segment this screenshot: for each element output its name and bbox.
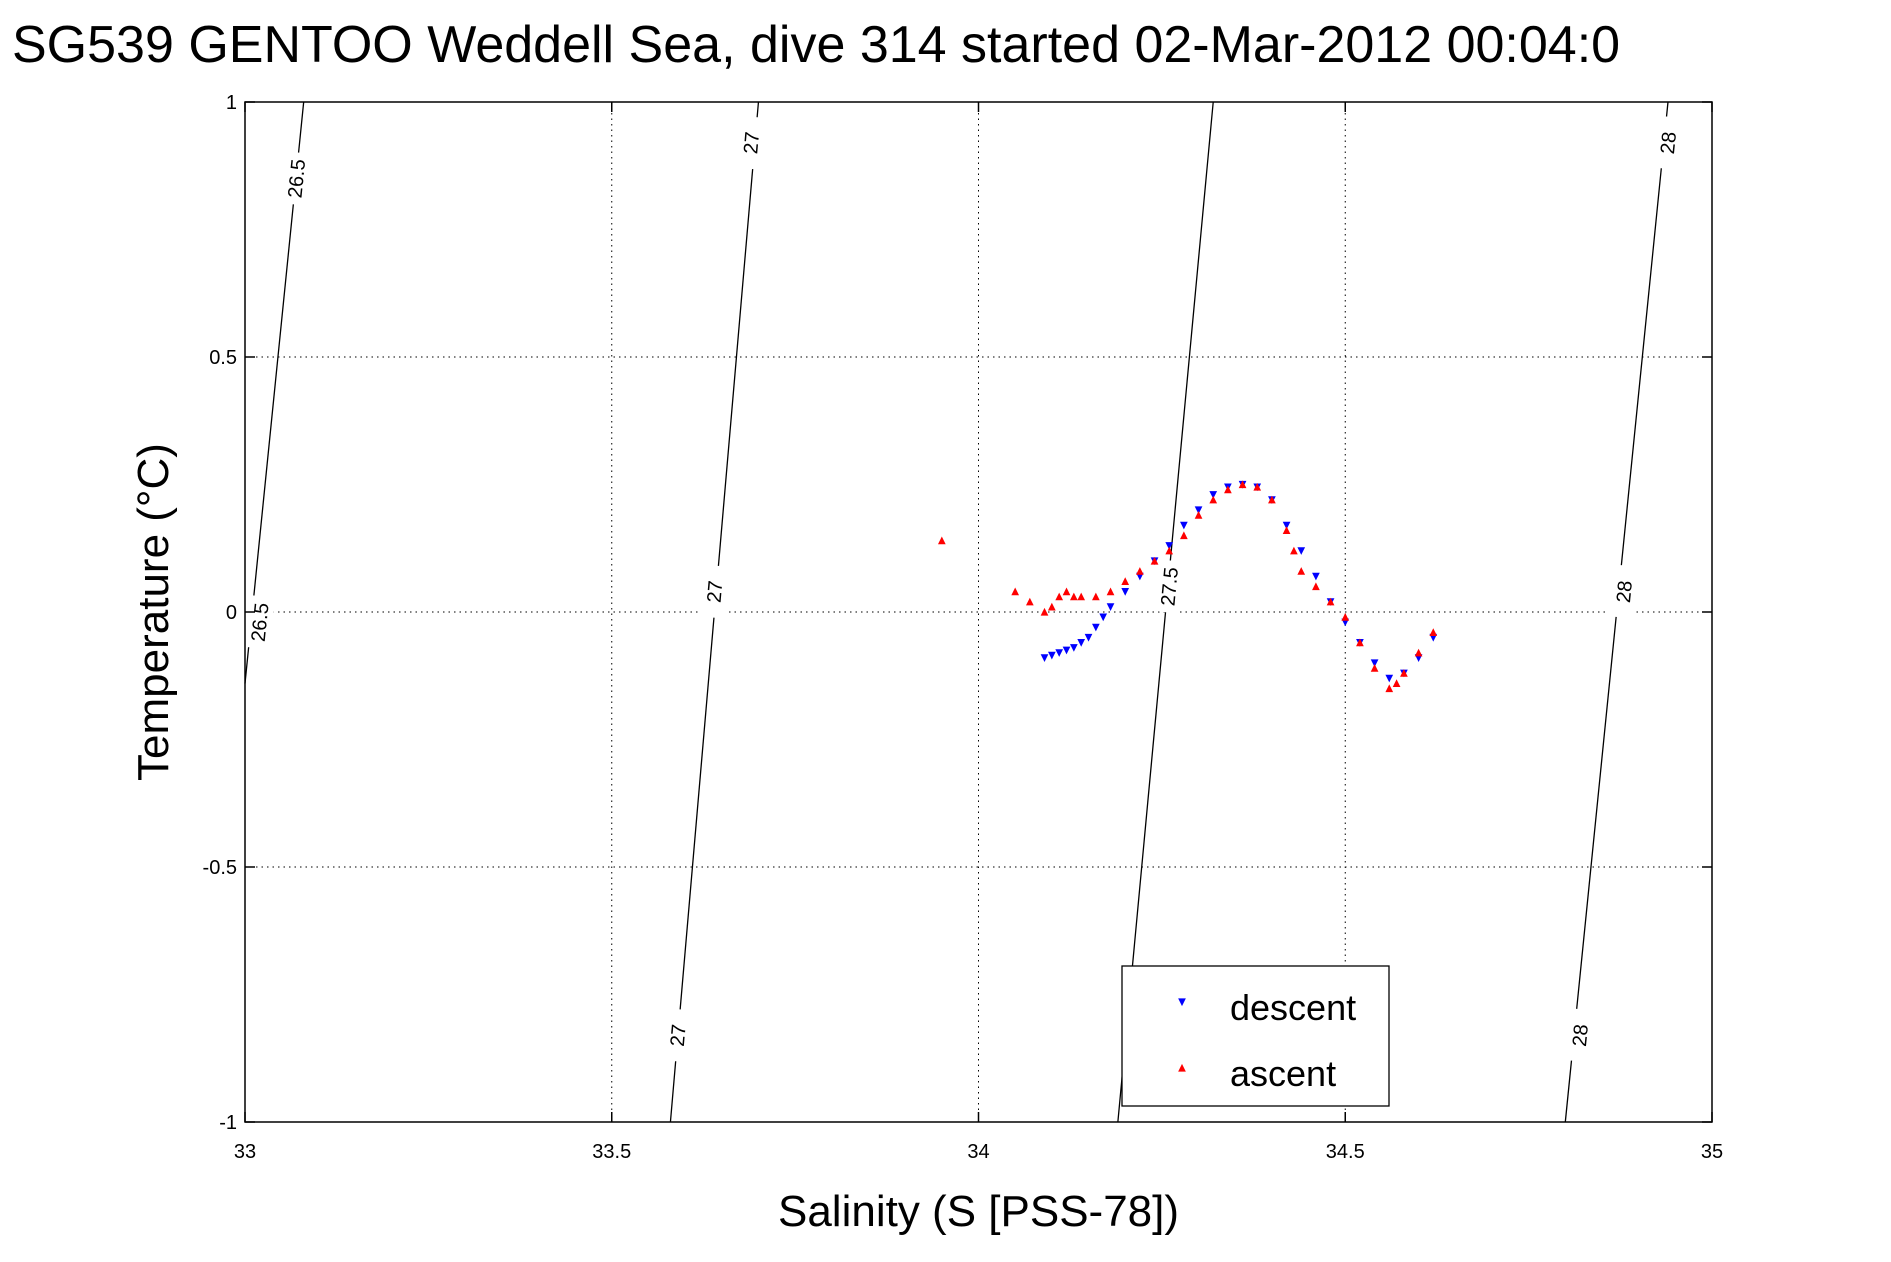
chart-title: SG539 GENTOO Weddell Sea, dive 314 start… <box>12 16 1620 74</box>
descent-point <box>1040 654 1049 662</box>
grid <box>245 102 1712 1122</box>
ascent-point <box>1385 684 1394 693</box>
density-contour-label: 28 <box>1569 1023 1593 1047</box>
descent-point <box>1092 623 1100 632</box>
ascent-point <box>1025 597 1034 606</box>
ascent-point <box>937 536 946 545</box>
ascent-point <box>1326 597 1335 606</box>
ascent-point <box>1209 495 1218 504</box>
contour-label-bg <box>1608 564 1640 619</box>
descent-point <box>1165 542 1174 550</box>
descent-point <box>1194 506 1203 515</box>
descent-point <box>1106 603 1115 611</box>
ascent-point <box>1180 531 1188 540</box>
descent-point <box>1209 491 1218 499</box>
descent-point <box>1070 644 1078 652</box>
legend-label-descent: descent <box>1230 987 1356 1028</box>
ascent-point <box>1224 485 1232 494</box>
contour-label-bg <box>1153 559 1185 614</box>
contour-label-bg <box>244 595 276 650</box>
descent-point <box>1099 613 1108 622</box>
x-tick-label: 33 <box>234 1141 256 1163</box>
x-tick-label: 34 <box>967 1141 989 1163</box>
density-contour-label: 27.5 <box>1157 566 1183 607</box>
ascent-point <box>1040 607 1049 616</box>
legend-box <box>1121 965 1390 1107</box>
ascent-point <box>1165 546 1174 555</box>
y-axis-label: Temperature (°C) <box>129 443 178 781</box>
y-tick-label: 0.5 <box>209 347 237 369</box>
y-tick-label: 0 <box>226 602 237 624</box>
ascent-point <box>1253 482 1262 491</box>
descent-point <box>1084 633 1093 642</box>
ascent-point <box>1414 648 1423 657</box>
descent-point <box>1282 521 1291 530</box>
descent-point <box>1121 588 1130 596</box>
descent-point <box>1385 674 1394 683</box>
data-points <box>937 480 1438 693</box>
ascent-point <box>1392 679 1401 687</box>
ascent-point <box>1312 582 1320 591</box>
descent-point <box>1180 521 1188 530</box>
ascent-point <box>1400 669 1408 677</box>
contour-label-bg <box>735 115 767 170</box>
density-contour-label: 26.5 <box>248 602 274 643</box>
x-tick-label: 35 <box>1701 1141 1723 1163</box>
ascent-point <box>1077 592 1086 601</box>
ascent-point <box>1341 613 1350 621</box>
density-contour-label: 26.5 <box>284 158 310 199</box>
x-axis-label: Salinity (S [PSS-78]) <box>778 1187 1179 1236</box>
contour-label-bg <box>699 564 730 619</box>
density-contours: 26.5 26.5 27 27 27 27.5 28 28 28 <box>244 101 1684 1123</box>
ascent-point <box>1062 587 1071 596</box>
contour-label-bg <box>1652 115 1684 170</box>
density-contour-label: 28 <box>1613 580 1637 604</box>
density-contour-label: 27 <box>667 1023 691 1047</box>
ascent-point <box>1092 592 1100 601</box>
legend: descent ascent <box>1121 965 1390 1107</box>
ascent-point <box>1290 546 1298 555</box>
descent-series <box>1040 480 1438 683</box>
contour-label-bg <box>662 1008 693 1063</box>
descent-point <box>1297 547 1306 555</box>
descent-point <box>1077 639 1086 647</box>
ascent-point <box>1356 638 1364 647</box>
ascent-point <box>1011 587 1020 596</box>
ascent-point <box>1238 480 1247 489</box>
descent-point <box>1062 646 1071 655</box>
descent-point <box>1312 572 1320 581</box>
x-tick-label: 34.5 <box>1326 1141 1365 1163</box>
ascent-point <box>1055 592 1064 601</box>
descent-point <box>1055 649 1064 657</box>
density-contour-label: 28 <box>1657 131 1681 155</box>
x-tick-label: 33.5 <box>592 1141 631 1163</box>
ascent-point <box>1106 587 1115 596</box>
ascent-point <box>1194 511 1203 519</box>
descent-point <box>1048 651 1056 660</box>
ascent-point <box>1370 664 1379 672</box>
y-tick-label: 1 <box>226 92 237 114</box>
ascent-point <box>1150 556 1159 565</box>
descent-point <box>1370 659 1379 668</box>
legend-label-ascent: ascent <box>1230 1053 1336 1094</box>
ascent-point <box>1297 567 1306 575</box>
ascent-point <box>1268 495 1276 504</box>
legend-marker-ascent <box>1178 1063 1186 1072</box>
y-tick-label: -1 <box>219 1112 237 1134</box>
contour-label-bg <box>280 151 312 206</box>
ascent-point <box>1282 526 1291 534</box>
ascent-point <box>1136 567 1144 575</box>
density-contour-label: 27 <box>704 580 728 604</box>
legend-marker-descent <box>1178 998 1186 1007</box>
ascent-point <box>1070 592 1078 601</box>
axis-ticks: 33 33.5 34 34.5 35 -1 -0.5 0 0.5 1 <box>203 92 1724 1163</box>
contour-label-bg <box>1564 1008 1596 1063</box>
ascent-series <box>937 480 1438 693</box>
ascent-point <box>1121 577 1130 585</box>
y-tick-label: -0.5 <box>203 857 237 879</box>
ascent-point <box>1048 602 1056 611</box>
ascent-point <box>1429 628 1438 636</box>
density-contour-label: 27 <box>740 131 764 155</box>
